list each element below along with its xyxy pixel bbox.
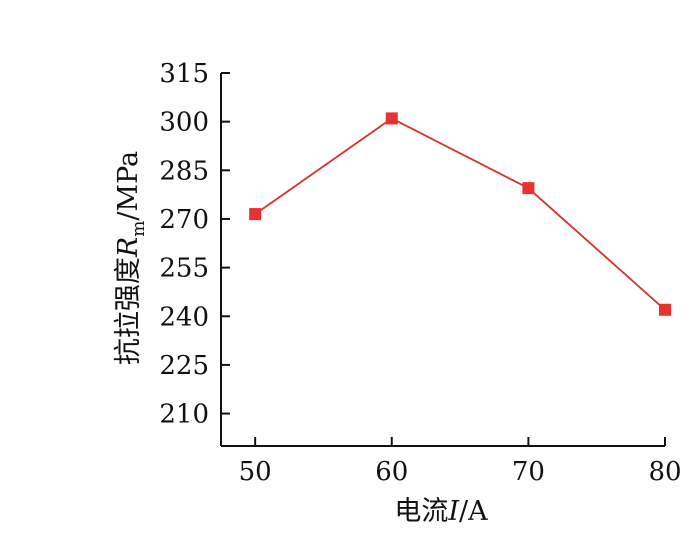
x-axis-title-var: I (447, 496, 460, 527)
data-point-marker (659, 303, 671, 316)
y-tick-label: 300 (159, 108, 209, 138)
data-point-marker (385, 112, 398, 125)
series-line (254, 117, 666, 311)
y-tick-label: 210 (159, 400, 209, 430)
y-tick-label: 225 (159, 351, 209, 381)
x-ticks: 50 60 70 80 (239, 437, 682, 487)
x-tick-label: 50 (239, 457, 272, 487)
y-tick-label: 270 (159, 205, 209, 235)
x-axis-title-unit: /A (459, 496, 488, 527)
y-axis-title: 抗拉强度Rm/MPa (113, 151, 149, 365)
x-tick-label: 70 (512, 457, 545, 487)
y-tick-label: 285 (159, 156, 209, 186)
y-axis-title-sub: m (129, 221, 149, 237)
y-tick-label: 255 (159, 254, 209, 284)
x-axis-title: 电流I/A (394, 496, 488, 527)
y-ticks: 210 225 240 255 270 285 300 315 (159, 59, 230, 430)
y-axis-title-unit: /MPa (113, 151, 144, 221)
y-axis-title-var: R (113, 237, 144, 258)
x-tick-label: 80 (648, 457, 681, 487)
data-point-marker (249, 208, 262, 221)
axes (220, 73, 665, 447)
series-group (249, 112, 671, 316)
y-tick-label: 315 (159, 59, 209, 89)
x-tick-label: 60 (375, 457, 408, 487)
data-point-marker (522, 182, 535, 195)
x-axis-title-prefix: 电流 (394, 496, 448, 527)
y-axis-title-prefix: 抗拉强度 (113, 257, 144, 365)
y-tick-label: 240 (159, 302, 209, 332)
